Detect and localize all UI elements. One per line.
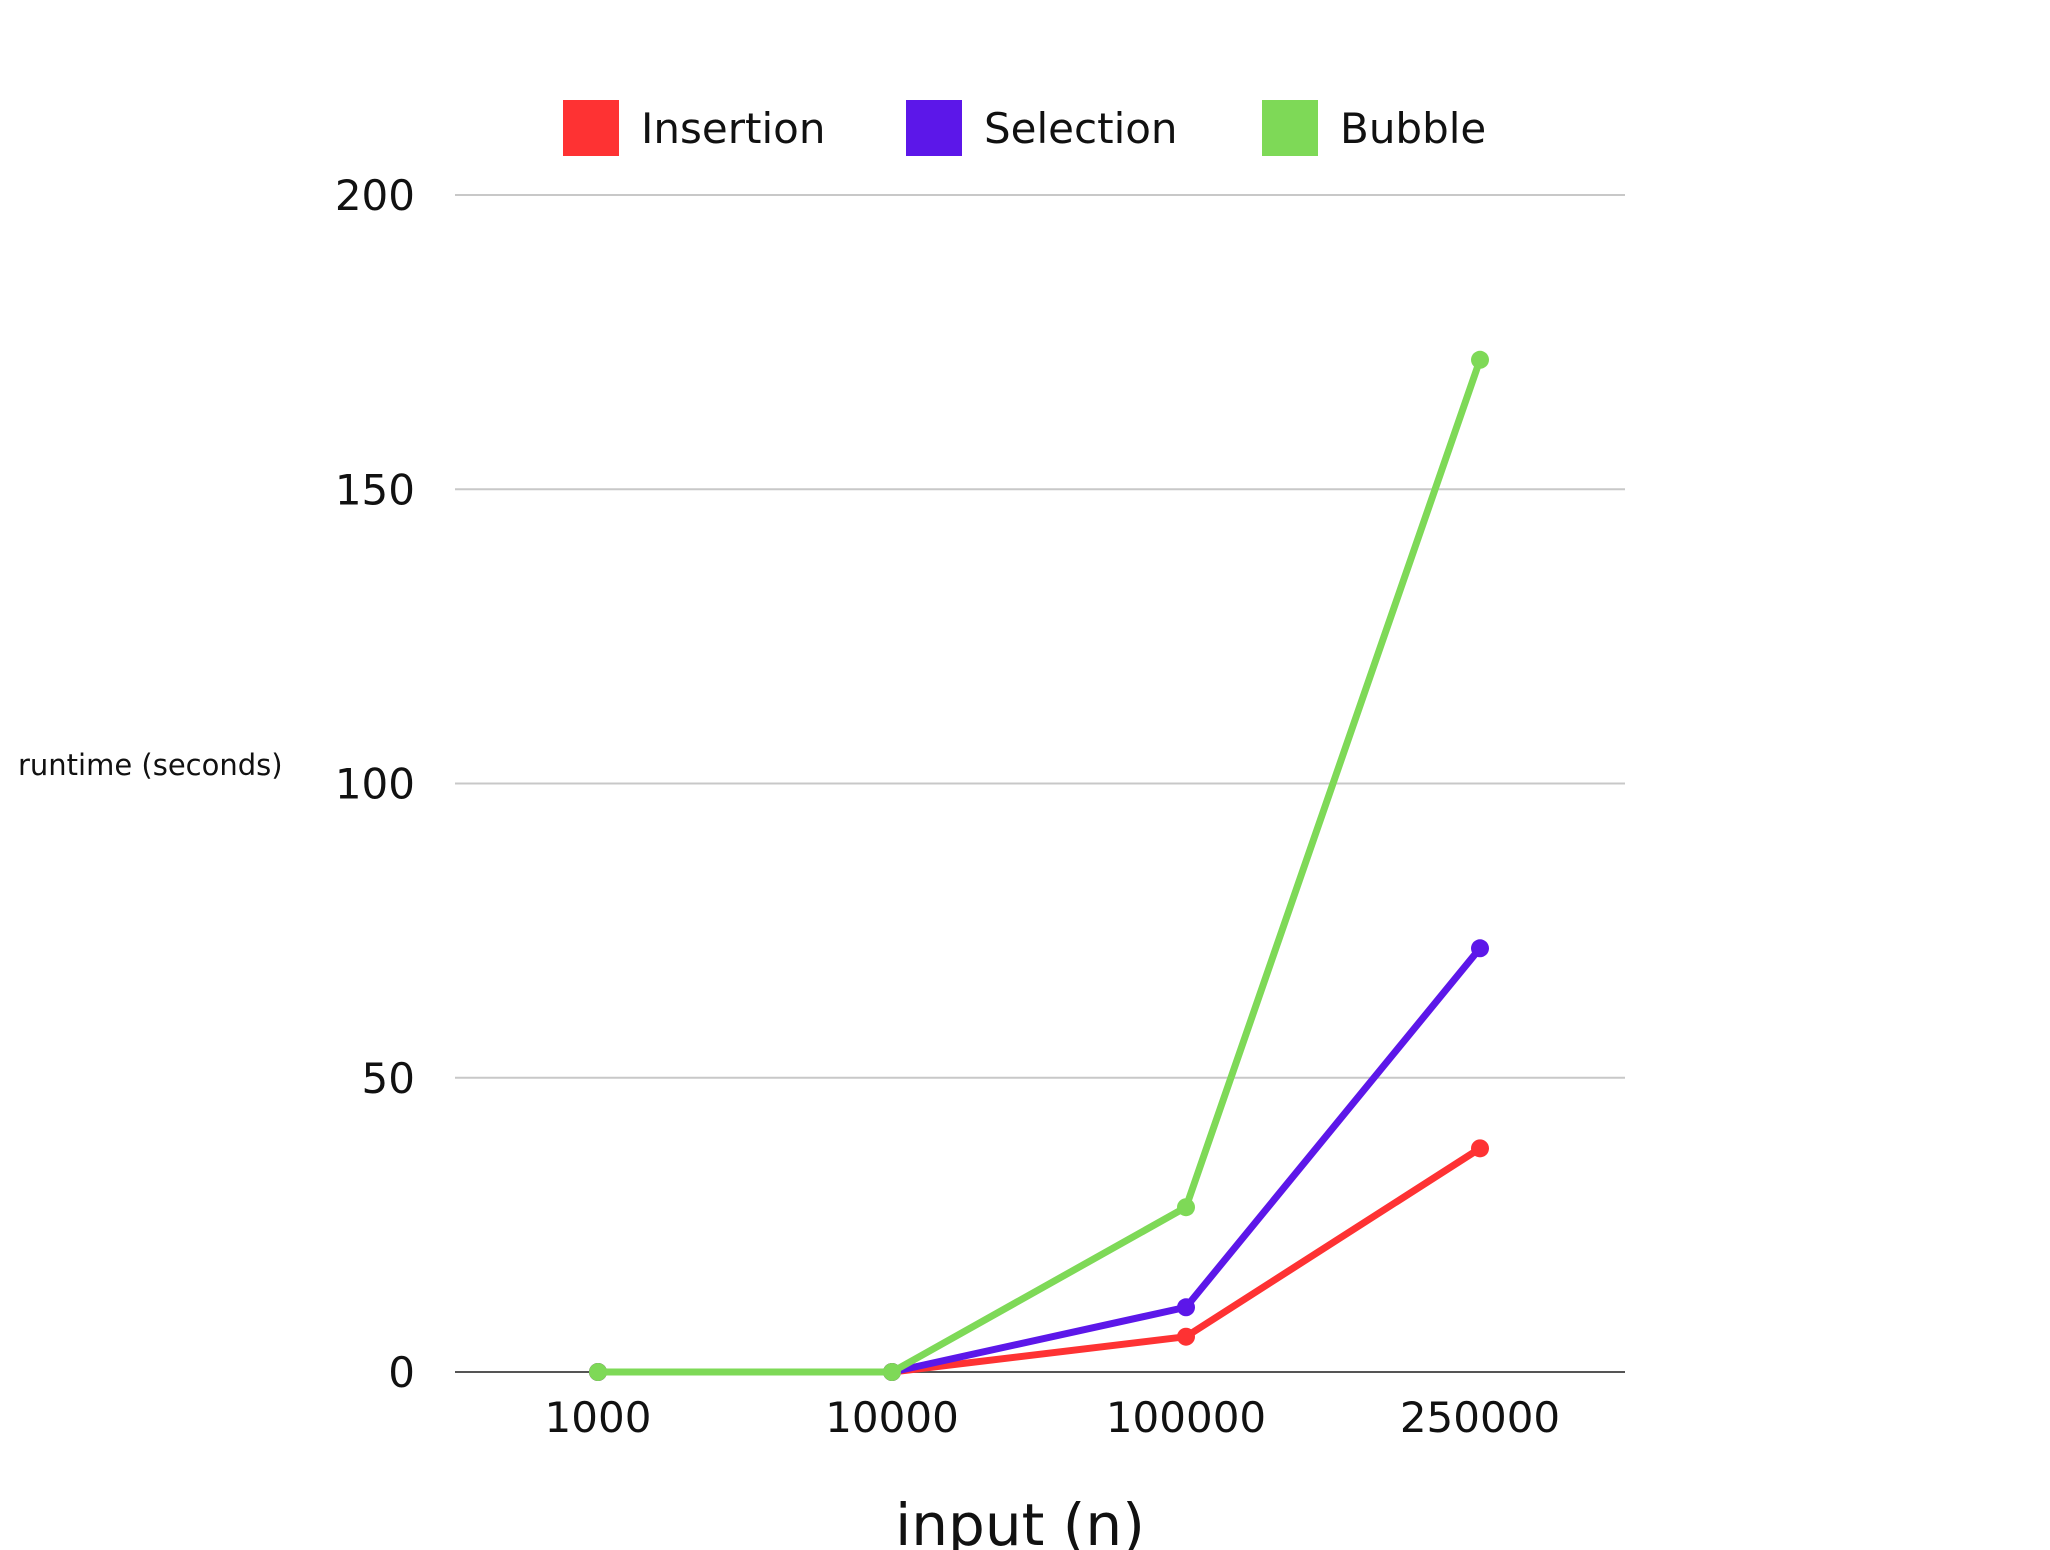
x-axis-label: input (n)	[895, 1491, 1145, 1550]
series-selection	[589, 939, 1489, 1381]
legend-item-bubble: Bubble	[1262, 100, 1486, 156]
legend-item-insertion: Insertion	[563, 100, 825, 156]
data-point-insertion	[1177, 1327, 1195, 1346]
data-point-bubble	[1471, 350, 1489, 369]
data-point-insertion	[1471, 1139, 1489, 1158]
y-tick-label: 0	[388, 1348, 415, 1397]
series-bubble	[589, 350, 1489, 1381]
x-tick-label: 100000	[1106, 1393, 1266, 1442]
series-insertion	[589, 1139, 1489, 1381]
legend-item-selection: Selection	[906, 100, 1178, 156]
y-tick-label: 150	[335, 465, 415, 514]
y-axis-label: runtime (seconds)	[18, 748, 283, 782]
legend-swatch	[906, 100, 962, 156]
legend-label: Insertion	[641, 104, 825, 153]
legend-swatch	[1262, 100, 1318, 156]
x-tick-label: 250000	[1400, 1393, 1560, 1442]
data-point-bubble	[589, 1363, 607, 1381]
y-tick-label: 100	[335, 760, 415, 809]
legend-label: Selection	[984, 104, 1178, 153]
gridlines	[455, 194, 1625, 1373]
y-tick-label: 200	[335, 171, 415, 220]
data-point-bubble	[883, 1363, 901, 1381]
series-line-selection	[594, 944, 1484, 1376]
legend-label: Bubble	[1340, 104, 1486, 153]
legend-swatch	[563, 100, 619, 156]
legend: Insertion Selection Bubble	[563, 100, 1486, 156]
x-tick-label: 1000	[545, 1393, 652, 1442]
series-line-bubble	[594, 356, 1484, 1376]
data-point-selection	[1471, 939, 1489, 958]
x-axis-ticks: 1000 10000 100000 250000	[545, 1393, 1561, 1442]
data-point-bubble	[1177, 1198, 1195, 1217]
y-tick-label: 50	[362, 1054, 415, 1103]
x-tick-label: 10000	[825, 1393, 959, 1442]
y-axis-ticks: 0 50 100 150 200	[335, 171, 415, 1397]
series-layer	[589, 350, 1489, 1381]
data-point-selection	[1177, 1298, 1195, 1317]
